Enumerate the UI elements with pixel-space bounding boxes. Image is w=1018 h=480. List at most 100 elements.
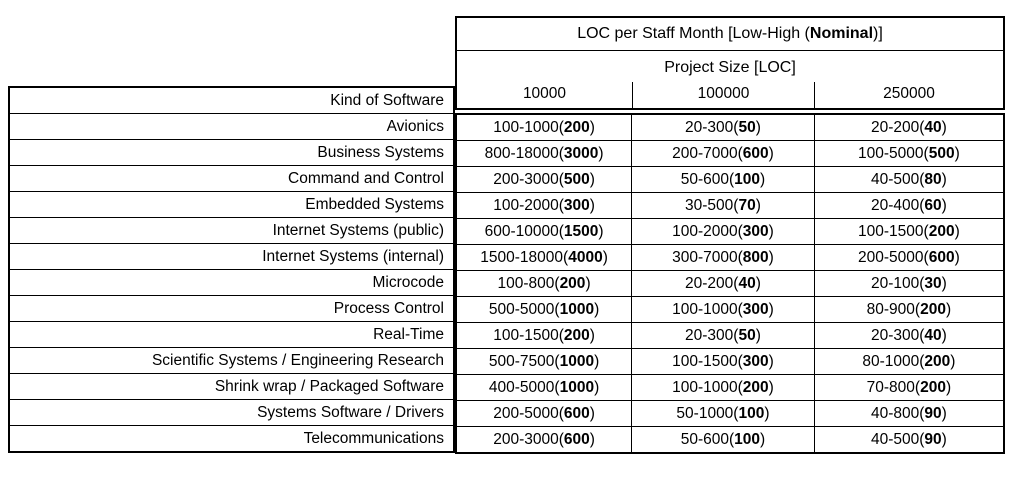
loc-range-cell: 500-5000(1000) xyxy=(455,296,633,323)
loc-range-cell: 80-900(200) xyxy=(813,296,1005,323)
loc-range-cell: 100-800(200) xyxy=(455,270,633,297)
nominal-value: 90 xyxy=(924,431,942,448)
loc-range-cell: 50-1000(100) xyxy=(631,400,815,427)
table-row: 100-1500(200) 20-300(50) 20-300(40) xyxy=(455,322,1005,349)
loc-range-cell: 100-1500(200) xyxy=(455,322,633,349)
table-row: 200-3000(500) 50-600(100) 40-500(80) xyxy=(455,166,1005,193)
row-label: Telecommunications xyxy=(8,425,455,453)
table-row: Avionics xyxy=(8,113,455,140)
nominal-value: 800 xyxy=(742,249,769,266)
nominal-value: 1000 xyxy=(559,301,595,318)
row-label: Avionics xyxy=(8,113,455,140)
kind-of-software-column: Kind of Software Avionics Business System… xyxy=(8,86,455,453)
nominal-value: 600 xyxy=(563,405,590,422)
loc-range-cell: 200-7000(600) xyxy=(631,140,815,167)
size-column-100000: 100000 xyxy=(632,82,814,108)
loc-range-cell: 20-200(40) xyxy=(813,113,1005,141)
nominal-value: 40 xyxy=(924,119,942,136)
nominal-value: 500 xyxy=(928,145,955,162)
table-row: Microcode xyxy=(8,269,455,296)
nominal-value: 60 xyxy=(924,197,942,214)
nominal-value: 200 xyxy=(563,119,590,136)
nominal-value: 40 xyxy=(738,275,756,292)
loc-range-cell: 200-3000(600) xyxy=(455,426,633,454)
nominal-value: 1000 xyxy=(559,353,595,370)
loc-range-cell: 20-300(50) xyxy=(631,113,815,141)
loc-range-cell: 400-5000(1000) xyxy=(455,374,633,401)
nominal-value: 300 xyxy=(742,223,769,240)
loc-range-cell: 600-10000(1500) xyxy=(455,218,633,245)
nominal-value: 50 xyxy=(738,327,756,344)
loc-range-cell: 20-400(60) xyxy=(813,192,1005,219)
loc-range-cell: 800-18000(3000) xyxy=(455,140,633,167)
nominal-value: 600 xyxy=(928,249,955,266)
table-row: 400-5000(1000) 100-1000(200) 70-800(200) xyxy=(455,374,1005,401)
loc-range-cell: 20-100(30) xyxy=(813,270,1005,297)
row-label: Scientific Systems / Engineering Researc… xyxy=(8,347,455,374)
nominal-value: 4000 xyxy=(568,249,603,266)
loc-range-cell: 40-800(90) xyxy=(813,400,1005,427)
table-row: Embedded Systems xyxy=(8,191,455,218)
table-title: LOC per Staff Month [Low-High (Nominal)] xyxy=(457,18,1003,51)
loc-range-cell: 40-500(80) xyxy=(813,166,1005,193)
title-prefix: LOC per Staff Month [Low-High ( xyxy=(577,25,810,42)
nominal-value: 600 xyxy=(563,431,590,448)
title-nominal-bold: Nominal xyxy=(809,25,874,42)
nominal-value: 50 xyxy=(738,119,756,136)
row-label: Command and Control xyxy=(8,165,455,192)
nominal-value: 200 xyxy=(928,223,955,240)
nominal-value: 200 xyxy=(924,353,951,370)
nominal-value: 300 xyxy=(742,301,769,318)
loc-range-cell: 100-1500(300) xyxy=(631,348,815,375)
row-label: Process Control xyxy=(8,295,455,322)
table-row: 800-18000(3000) 200-7000(600) 100-5000(500… xyxy=(455,140,1005,167)
row-label: Embedded Systems xyxy=(8,191,455,218)
nominal-value: 1500 xyxy=(563,223,599,240)
project-size-header: Project Size [LOC] xyxy=(664,59,796,76)
table-row: 100-800(200) 20-200(40) 20-100(30) xyxy=(455,270,1005,297)
table-row: Real-Time xyxy=(8,321,455,348)
row-label: Systems Software / Drivers xyxy=(8,399,455,426)
nominal-value: 80 xyxy=(924,171,942,188)
nominal-value: 3000 xyxy=(563,145,599,162)
loc-range-cell: 100-2000(300) xyxy=(631,218,815,245)
kind-of-software-header: Kind of Software xyxy=(8,86,455,114)
nominal-value: 100 xyxy=(734,431,761,448)
loc-range-cell: 100-1500(200) xyxy=(813,218,1005,245)
loc-range-cell: 100-1000(300) xyxy=(631,296,815,323)
loc-range-cell: 40-500(90) xyxy=(813,426,1005,454)
table-row: Telecommunications xyxy=(8,425,455,453)
title-suffix: )] xyxy=(873,25,883,42)
loc-range-cell: 20-300(40) xyxy=(813,322,1005,349)
row-label: Microcode xyxy=(8,269,455,296)
table-row: Command and Control xyxy=(8,165,455,192)
row-label: Real-Time xyxy=(8,321,455,348)
nominal-value: 200 xyxy=(559,275,586,292)
loc-range-cell: 80-1000(200) xyxy=(813,348,1005,375)
loc-range-cell: 500-7500(1000) xyxy=(455,348,633,375)
nominal-value: 40 xyxy=(924,327,942,344)
size-column-250000: 250000 xyxy=(814,82,1003,108)
loc-range-cell: 100-1000(200) xyxy=(631,374,815,401)
row-label: Business Systems xyxy=(8,139,455,166)
loc-range-cell: 100-1000(200) xyxy=(455,113,633,141)
nominal-value: 300 xyxy=(563,197,590,214)
table-row: 1500-18000(4000) 300-7000(800) 200-5000(60… xyxy=(455,244,1005,271)
nominal-value: 90 xyxy=(924,405,942,422)
table-row: 200-3000(600) 50-600(100) 40-500(90) xyxy=(455,426,1005,454)
loc-range-cell: 30-500(70) xyxy=(631,192,815,219)
table-row: Internet Systems (internal) xyxy=(8,243,455,270)
table-row: Systems Software / Drivers xyxy=(8,399,455,426)
table-header-block: LOC per Staff Month [Low-High (Nominal)]… xyxy=(455,16,1005,110)
loc-data-grid: 100-1000(200) 20-300(50) 20-200(40) 800-180… xyxy=(455,113,1005,454)
nominal-value: 600 xyxy=(742,145,769,162)
table-row: Shrink wrap / Packaged Software xyxy=(8,373,455,400)
nominal-value: 300 xyxy=(742,353,769,370)
table-row: 100-2000(300) 30-500(70) 20-400(60) xyxy=(455,192,1005,219)
nominal-value: 200 xyxy=(920,379,946,396)
table-row: Business Systems xyxy=(8,139,455,166)
loc-range-cell: 200-5000(600) xyxy=(455,400,633,427)
loc-range-cell: 50-600(100) xyxy=(631,166,815,193)
nominal-value: 100 xyxy=(734,171,761,188)
